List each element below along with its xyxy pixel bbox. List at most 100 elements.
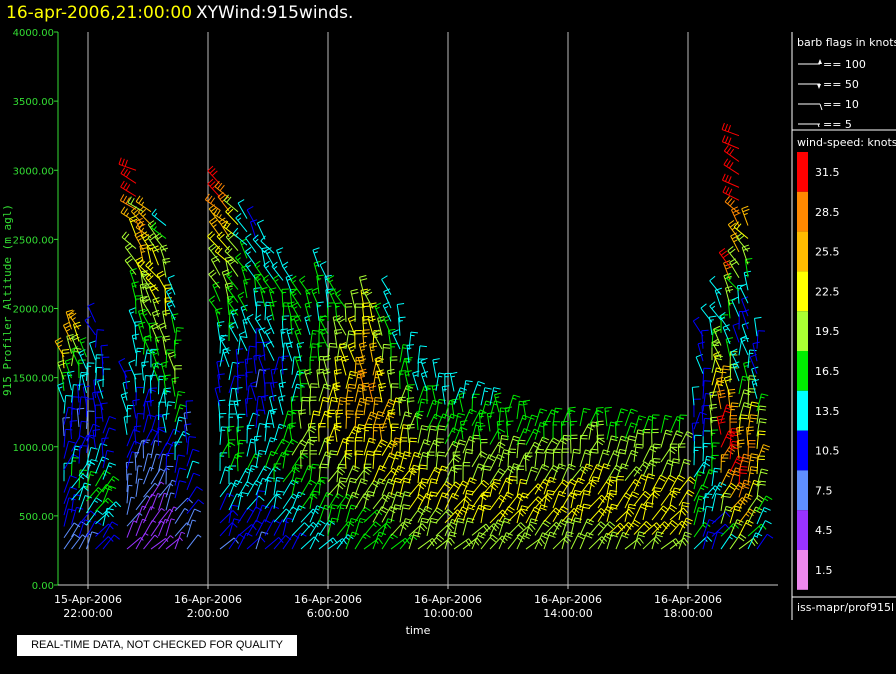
barb-half-flag — [749, 472, 754, 475]
barb-shaft — [126, 537, 142, 550]
barb-shaft — [273, 508, 287, 523]
wind-barb — [158, 453, 170, 472]
wind-barb — [336, 493, 354, 510]
barb-half-flag — [705, 458, 711, 461]
barb-flag — [334, 425, 342, 428]
barb-flag — [596, 407, 604, 409]
barb-half-flag — [250, 468, 255, 471]
wind-barb — [174, 480, 187, 499]
wind-barb — [350, 288, 359, 309]
barb-half-flag — [313, 291, 318, 295]
barb-flag — [77, 383, 85, 386]
wind-barb — [270, 368, 279, 388]
barb-half-flag — [72, 317, 76, 321]
wind-barb — [143, 482, 159, 498]
barb-flag — [335, 289, 342, 295]
barb-half-flag — [89, 474, 94, 477]
barb-flag — [245, 358, 253, 360]
wind-barb — [126, 404, 135, 424]
barb-flag — [465, 380, 473, 383]
barb-shaft — [417, 537, 433, 550]
barb-flag — [166, 287, 173, 293]
barb-flag — [499, 468, 506, 473]
barb-flag — [140, 296, 148, 299]
barb-flag — [645, 520, 652, 527]
barb-shaft — [95, 470, 105, 487]
wind-barb — [255, 449, 267, 469]
barb-shaft — [186, 449, 194, 467]
barb-half-flag — [169, 508, 174, 513]
wind-barb — [81, 373, 89, 394]
barb-shaft — [426, 507, 438, 523]
barb-flag — [92, 428, 100, 431]
wind-barb — [320, 328, 329, 349]
barb-half-flag — [58, 386, 63, 389]
barb-shaft — [208, 221, 221, 237]
wind-barb — [126, 512, 143, 527]
barb-flag — [97, 329, 105, 331]
wind-barb — [118, 357, 128, 378]
barb-flag — [364, 288, 371, 294]
wind-barb — [165, 537, 183, 550]
barb-flag — [368, 440, 376, 444]
barb-flag — [351, 468, 359, 472]
barb-flag — [62, 349, 70, 351]
barb-shaft — [215, 309, 221, 328]
speed-legend-swatch — [797, 390, 808, 431]
barb-flag — [253, 354, 261, 357]
barb-shaft — [102, 416, 110, 434]
barb-shaft — [255, 490, 259, 509]
barb-flag — [331, 504, 339, 507]
barb-flag — [727, 198, 733, 205]
barb-flag — [359, 481, 367, 485]
barb-half-flag — [295, 467, 300, 469]
barb-shaft — [143, 482, 156, 498]
barb-shaft — [264, 519, 275, 536]
barb-half-flag — [698, 498, 703, 501]
barb-shaft — [186, 460, 194, 479]
barb-flag — [758, 483, 766, 486]
barb-flag — [508, 506, 515, 511]
barb-flag — [140, 208, 147, 215]
barb-flag — [254, 260, 261, 266]
barb-flag — [209, 168, 216, 174]
wind-barb — [756, 330, 766, 349]
barb-shaft — [135, 505, 143, 524]
barb-flag — [727, 125, 732, 132]
barb-flag — [260, 235, 266, 242]
barb-half-flag — [368, 417, 373, 420]
barb-flag — [323, 371, 331, 375]
barb-flag — [98, 487, 104, 493]
barb-shaft — [408, 332, 412, 351]
barb-flag — [610, 476, 618, 479]
wind-barb — [271, 261, 284, 281]
barb-half-flag — [323, 507, 328, 511]
barb-flag — [540, 408, 548, 412]
barb-shaft — [207, 170, 221, 185]
x-tick-date: 16-Apr-2006 — [174, 593, 242, 606]
wind-barb — [756, 405, 767, 424]
speed-legend-label: 28.5 — [815, 206, 840, 219]
barb-shaft — [328, 291, 338, 309]
barb-flag — [653, 458, 661, 460]
barb-flag — [120, 180, 125, 188]
barb-half-flag — [95, 489, 100, 493]
barb-flag — [396, 468, 404, 473]
wind-barb — [126, 520, 138, 538]
barb-flag — [705, 493, 713, 496]
barb-flag — [376, 414, 384, 418]
barb-shaft — [320, 331, 329, 349]
barb-flag — [141, 296, 148, 301]
barb-flag — [316, 301, 324, 304]
barb-shaft — [154, 236, 167, 252]
wind-barb — [237, 199, 248, 219]
barb-shaft — [63, 497, 70, 516]
wind-barb — [237, 336, 248, 355]
barb-half-flag — [550, 412, 555, 415]
wind-barb — [216, 231, 230, 251]
barb-flag — [460, 387, 468, 391]
barb-shaft — [244, 359, 248, 378]
wind-barb — [95, 329, 105, 348]
speed-legend-swatch — [797, 430, 808, 471]
barb-shaft — [498, 407, 501, 426]
